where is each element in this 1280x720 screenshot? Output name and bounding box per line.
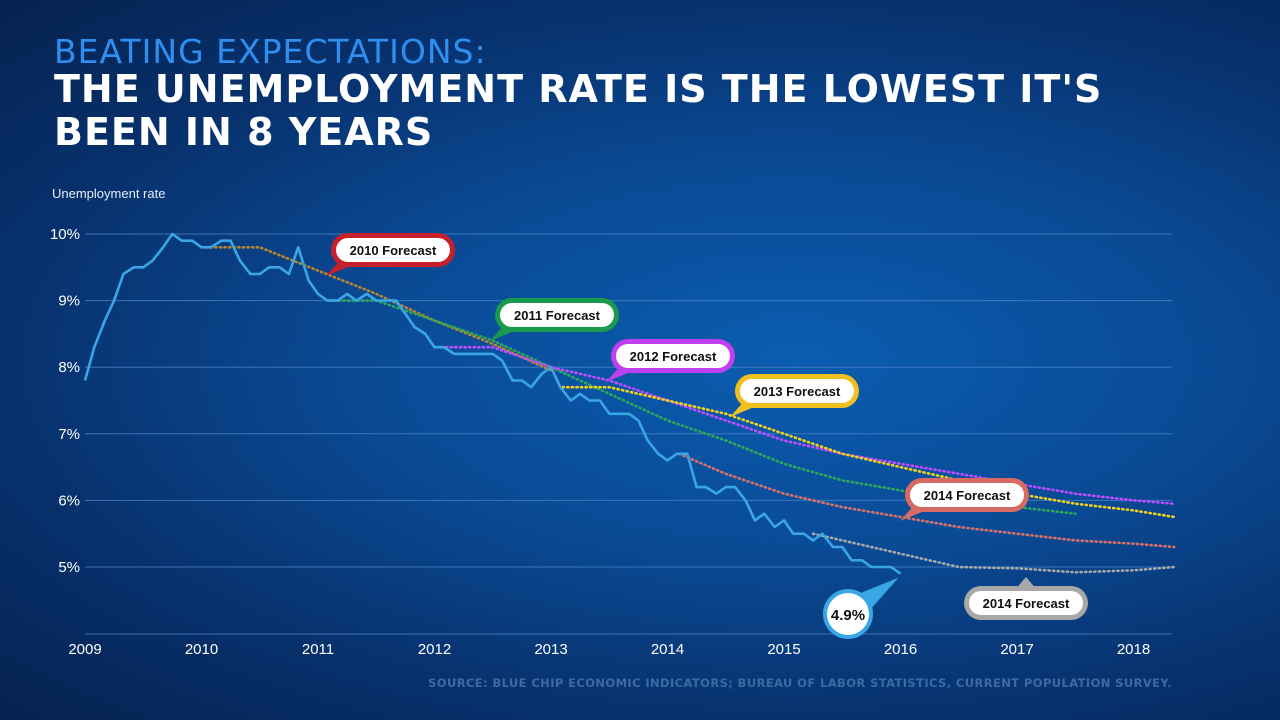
chart-headline: THE UNEMPLOYMENT RATE IS THE LOWEST IT'S… (54, 67, 1103, 154)
current-rate-callout: 4.9% (823, 577, 899, 639)
forecast-label-text: 2014 Forecast (924, 488, 1011, 503)
source-note: SOURCE: BLUE CHIP ECONOMIC INDICATORS; B… (428, 676, 1172, 690)
forecast-label-bg (910, 483, 1024, 507)
forecast-label: 2013 Forecast (730, 374, 859, 417)
x-tick-label: 2013 (534, 641, 567, 658)
y-tick-label: 6% (58, 492, 80, 509)
forecast-label-bg (500, 303, 614, 327)
y-tick-label: 10% (50, 226, 80, 243)
forecast-label: 2011 Forecast (490, 298, 619, 341)
forecast-label: 2014 Forecast (964, 577, 1088, 620)
forecast-line (200, 246, 553, 372)
forecast-line (444, 345, 1176, 506)
x-tick-label: 2018 (1117, 641, 1150, 658)
callout-value: 4.9% (831, 607, 865, 624)
x-tick-label: 2012 (418, 641, 451, 658)
x-tick-label: 2011 (302, 641, 334, 658)
forecast-label-bg (616, 344, 730, 368)
forecast-label: 2012 Forecast (606, 339, 735, 382)
forecast-label-text: 2010 Forecast (350, 243, 437, 258)
forecast-line (561, 385, 1176, 519)
y-tick-label: 8% (58, 359, 80, 376)
y-tick-label: 7% (58, 426, 80, 443)
forecast-label-text: 2011 Forecast (514, 308, 601, 323)
forecast-label-text: 2014 Forecast (983, 596, 1070, 611)
forecast-line (811, 532, 1176, 574)
callout-circle (827, 593, 869, 635)
forecast-label-text: 2012 Forecast (630, 349, 717, 364)
forecast-label: 2010 Forecast (326, 233, 455, 276)
x-tick-label: 2009 (68, 641, 101, 658)
x-tick-label: 2010 (185, 641, 218, 658)
gridlines (85, 233, 1172, 635)
forecast-label-bg (740, 379, 854, 403)
forecast-label-bg (336, 238, 450, 262)
axis-ticks: 10% 9% 8% 7% 6% 5% 2009 2010 2011 2012 2013 2014 201… (50, 226, 1150, 658)
x-tick-label: 2015 (767, 641, 800, 658)
actual-rate-line (83, 232, 902, 575)
series-labels: 2010 Forecast 2011 Forecast 2012 Forecast 2… (326, 233, 1088, 639)
forecast-line (677, 452, 1176, 549)
forecast-label: 2014 Forecast (900, 478, 1029, 521)
forecast-label-bg (969, 591, 1083, 615)
y-tick-label: 9% (58, 293, 80, 310)
y-tick-label: 5% (58, 559, 80, 576)
x-tick-label: 2016 (884, 641, 917, 658)
y-axis-label: Unemployment rate (52, 186, 166, 201)
forecast-label-text: 2013 Forecast (754, 384, 841, 399)
x-tick-label: 2017 (1000, 641, 1033, 658)
chart-kicker: BEATING EXPECTATIONS: (54, 32, 487, 71)
x-tick-label: 2014 (651, 641, 684, 658)
series-lines (83, 232, 1176, 575)
